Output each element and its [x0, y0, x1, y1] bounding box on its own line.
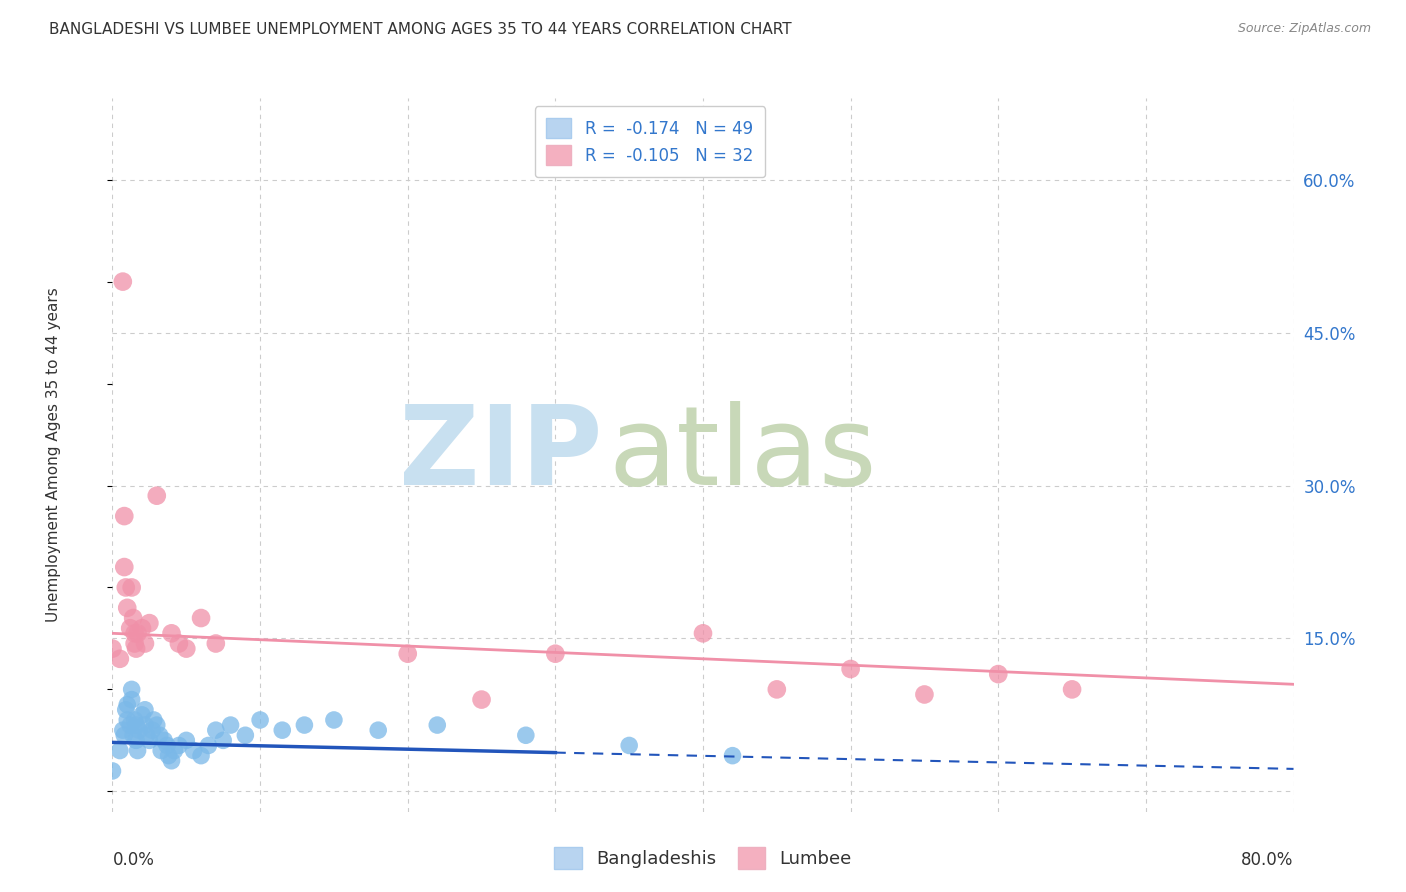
- Point: [987, 667, 1010, 681]
- Point: [146, 718, 169, 732]
- Point: [190, 748, 212, 763]
- Point: [167, 739, 190, 753]
- Point: [470, 692, 494, 706]
- Point: [134, 636, 156, 650]
- Point: [219, 718, 242, 732]
- Point: [108, 652, 131, 666]
- Point: [111, 275, 134, 289]
- Point: [174, 641, 197, 656]
- Point: [127, 626, 149, 640]
- Point: [167, 636, 190, 650]
- Point: [101, 641, 124, 656]
- Text: ZIP: ZIP: [399, 401, 603, 508]
- Point: [271, 723, 294, 738]
- Point: [156, 739, 179, 753]
- Point: [233, 728, 256, 742]
- Point: [839, 662, 862, 676]
- Point: [114, 581, 136, 595]
- Point: [134, 718, 156, 732]
- Point: [160, 626, 183, 640]
- Point: [183, 743, 205, 757]
- Point: [120, 621, 142, 635]
- Point: [121, 581, 143, 595]
- Point: [108, 743, 131, 757]
- Text: 80.0%: 80.0%: [1241, 851, 1294, 869]
- Text: 0.0%: 0.0%: [112, 851, 155, 869]
- Point: [197, 739, 219, 753]
- Point: [190, 611, 212, 625]
- Point: [146, 489, 169, 503]
- Point: [122, 728, 145, 742]
- Point: [131, 621, 153, 635]
- Point: [426, 718, 449, 732]
- Point: [120, 718, 142, 732]
- Text: BANGLADESHI VS LUMBEE UNEMPLOYMENT AMONG AGES 35 TO 44 YEARS CORRELATION CHART: BANGLADESHI VS LUMBEE UNEMPLOYMENT AMONG…: [49, 22, 792, 37]
- Point: [124, 626, 146, 640]
- Point: [124, 713, 146, 727]
- Point: [138, 616, 160, 631]
- Point: [153, 733, 176, 747]
- Point: [142, 713, 165, 727]
- Point: [149, 728, 172, 742]
- Point: [515, 728, 537, 742]
- Text: Source: ZipAtlas.com: Source: ZipAtlas.com: [1237, 22, 1371, 36]
- Point: [249, 713, 271, 727]
- Point: [1062, 682, 1084, 697]
- Point: [101, 764, 124, 778]
- Point: [619, 739, 641, 753]
- Legend: R =  -0.174   N = 49, R =  -0.105   N = 32: R = -0.174 N = 49, R = -0.105 N = 32: [534, 106, 765, 178]
- Point: [544, 647, 567, 661]
- Point: [292, 718, 315, 732]
- Point: [692, 626, 714, 640]
- Point: [117, 713, 138, 727]
- Point: [125, 733, 148, 747]
- Legend: Bangladeshis, Lumbee: Bangladeshis, Lumbee: [546, 838, 860, 879]
- Point: [141, 723, 163, 738]
- Point: [766, 682, 789, 697]
- Point: [135, 728, 157, 742]
- Point: [112, 560, 135, 574]
- Point: [131, 707, 153, 722]
- Point: [396, 647, 419, 661]
- Point: [914, 688, 936, 702]
- Point: [138, 733, 160, 747]
- Point: [205, 723, 228, 738]
- Point: [721, 748, 744, 763]
- Point: [323, 713, 346, 727]
- Point: [157, 748, 180, 763]
- Point: [134, 703, 156, 717]
- Point: [205, 636, 228, 650]
- Point: [117, 600, 138, 615]
- Point: [125, 641, 148, 656]
- Point: [174, 733, 197, 747]
- Point: [128, 723, 150, 738]
- Point: [121, 692, 143, 706]
- Point: [112, 728, 135, 742]
- Point: [111, 723, 134, 738]
- Point: [212, 733, 235, 747]
- Point: [121, 682, 143, 697]
- Point: [367, 723, 389, 738]
- Point: [163, 743, 186, 757]
- Point: [150, 743, 173, 757]
- Point: [117, 698, 138, 712]
- Point: [127, 743, 149, 757]
- Point: [122, 611, 145, 625]
- Text: Unemployment Among Ages 35 to 44 years: Unemployment Among Ages 35 to 44 years: [46, 287, 60, 623]
- Point: [160, 754, 183, 768]
- Point: [112, 509, 135, 524]
- Point: [124, 636, 146, 650]
- Point: [114, 703, 136, 717]
- Point: [125, 718, 148, 732]
- Text: atlas: atlas: [609, 401, 877, 508]
